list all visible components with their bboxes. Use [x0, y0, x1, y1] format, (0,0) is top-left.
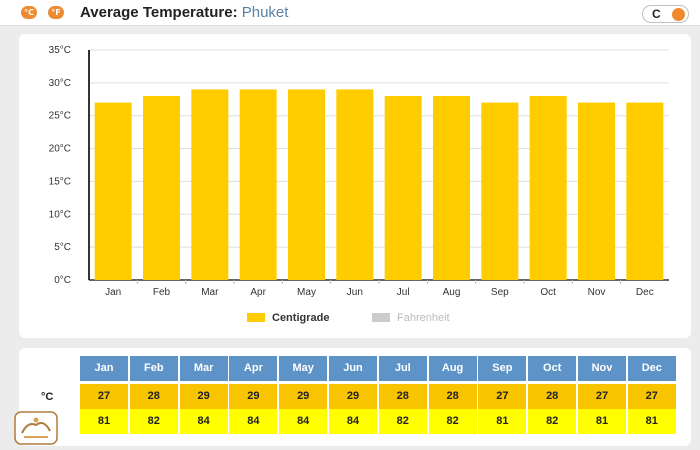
month-header: Dec [627, 356, 676, 381]
bar-jan[interactable] [94, 102, 132, 280]
unit-toggle[interactable]: C [642, 5, 689, 23]
celsius-icon[interactable]: °C [21, 6, 37, 19]
month-header: Oct [528, 356, 577, 381]
month-header: Sep [478, 356, 527, 381]
x-tick-label: Sep [491, 287, 509, 298]
celsius-cell: 27 [478, 384, 527, 409]
celsius-cell: 29 [279, 384, 328, 409]
month-header: Aug [428, 356, 477, 381]
bar-feb[interactable] [143, 96, 180, 280]
temperature-table: °C °F JanFebMarAprMayJunJulAugSepOctNovD… [19, 348, 691, 446]
month-header: Mar [179, 356, 228, 381]
toggle-knob[interactable] [672, 8, 685, 21]
temperature-chart: 0°C 5°C 10°C 15°C 20°C 25°C 30°C 35°C Jan Feb Mar A… [49, 45, 669, 324]
celsius-cell: 28 [378, 384, 427, 409]
legend-label-centigrade[interactable]: Centigrade [272, 312, 329, 324]
chart-panel: 0°C 5°C 10°C 15°C 20°C 25°C 30°C 35°C Jan Feb Mar A… [19, 34, 691, 338]
month-header: Feb [129, 356, 178, 381]
header-bar: °C °F Average Temperature: Phuket C [0, 0, 700, 26]
bar-apr[interactable] [239, 89, 277, 280]
fahrenheit-cell: 84 [279, 409, 328, 434]
x-tick-label: Nov [588, 287, 606, 298]
month-header: Jul [378, 356, 427, 381]
page-title: Average Temperature: Phuket [80, 4, 288, 21]
y-tick-label: 10°C [49, 209, 71, 220]
celsius-cell: 28 [528, 384, 577, 409]
bar-nov[interactable] [578, 102, 615, 280]
legend-swatch-fahrenheit[interactable] [372, 313, 390, 322]
fahrenheit-cell: 84 [229, 409, 278, 434]
month-header: Nov [578, 356, 626, 381]
fahrenheit-cell: 82 [528, 409, 577, 434]
legend-swatch-centigrade[interactable] [247, 313, 265, 322]
fahrenheit-cell: 82 [129, 409, 178, 434]
bar-oct[interactable] [529, 96, 567, 280]
celsius-cell: 27 [627, 384, 676, 409]
unit-toggle-label: C [652, 7, 661, 21]
bar-dec[interactable] [626, 102, 664, 280]
fahrenheit-icon[interactable]: °F [48, 6, 64, 19]
x-tick-label: Jun [347, 287, 363, 298]
fahrenheit-cell: 81 [80, 409, 128, 434]
celsius-cell: 29 [229, 384, 278, 409]
y-tick-label: 20°C [49, 144, 71, 155]
x-tick-label: Dec [636, 287, 654, 298]
month-header: Apr [229, 356, 278, 381]
celsius-cell: 27 [80, 384, 128, 409]
celsius-cell: 29 [329, 384, 377, 409]
celsius-row-label: °C [41, 391, 54, 403]
y-tick-label: 35°C [49, 45, 71, 56]
x-tick-label: Apr [250, 287, 266, 298]
fahrenheit-cell: 81 [627, 409, 676, 434]
celsius-cell: 28 [428, 384, 477, 409]
y-tick-label: 30°C [49, 78, 71, 89]
x-tick-label: Jul [397, 287, 410, 298]
fahrenheit-cell: 81 [578, 409, 626, 434]
fahrenheit-cell: 84 [179, 409, 228, 434]
x-tick-label: Jan [105, 287, 121, 298]
bar-may[interactable] [288, 89, 325, 280]
city-name: Phuket [241, 4, 289, 21]
fahrenheit-cell: 82 [428, 409, 477, 434]
x-tick-label: Oct [540, 287, 556, 298]
fahrenheit-cell: 82 [378, 409, 427, 434]
month-header: May [279, 356, 328, 381]
celsius-cell: 28 [129, 384, 178, 409]
fahrenheit-cell: 81 [478, 409, 527, 434]
title-text: Average Temperature: [80, 4, 238, 21]
bar-jul[interactable] [384, 96, 422, 280]
celsius-cell: 27 [578, 384, 626, 409]
x-tick-label: Feb [153, 287, 171, 298]
site-logo [14, 411, 58, 445]
month-header: Jun [329, 356, 377, 381]
y-tick-label: 15°C [49, 176, 71, 187]
x-tick-label: May [297, 287, 316, 298]
bar-jun[interactable] [336, 89, 374, 280]
month-header: Jan [80, 356, 128, 381]
bar-sep[interactable] [481, 102, 519, 280]
y-tick-label: 25°C [49, 111, 71, 122]
bar-mar[interactable] [191, 89, 229, 280]
y-tick-label: 5°C [54, 242, 71, 253]
fahrenheit-cell: 84 [329, 409, 377, 434]
y-tick-label: 0°C [54, 275, 71, 286]
x-tick-label: Mar [201, 287, 219, 298]
legend-label-fahrenheit[interactable]: Fahrenheit [397, 312, 450, 324]
celsius-cell: 29 [179, 384, 228, 409]
x-tick-label: Aug [443, 287, 461, 298]
bar-aug[interactable] [433, 96, 470, 280]
